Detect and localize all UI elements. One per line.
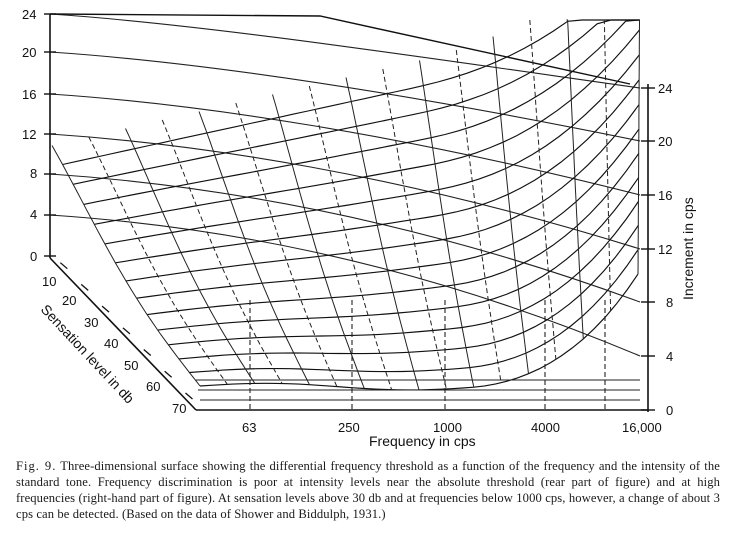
right-tick: 0: [666, 403, 673, 418]
depth-tick: 20: [62, 293, 76, 308]
surface-line: [529, 19, 557, 360]
left-axis-ticks: 24 20 16 12 8 4 0: [22, 7, 37, 264]
bottom-tick: 1000: [433, 420, 462, 435]
depth-axis-ticks: 10 20 30 40 50 60 70: [42, 274, 186, 416]
back-wall-line: [49, 13, 641, 89]
left-tick: 12: [22, 127, 36, 142]
depth-axis-line: [49, 257, 197, 411]
depth-tick: 40: [104, 336, 118, 351]
back-wall-line: [49, 93, 641, 196]
left-tick: 0: [30, 249, 37, 264]
depth-tick: 60: [146, 379, 160, 394]
surface-line: [308, 85, 393, 390]
depth-axis-tick: [185, 392, 193, 400]
surface-line: [178, 225, 639, 360]
surface-line: [125, 104, 640, 282]
figure-label: Fig. 9.: [16, 459, 57, 473]
back-top-edge: [49, 13, 631, 85]
back-wall-line: [49, 214, 641, 357]
surface-line: [419, 60, 475, 388]
surface-line: [198, 111, 310, 385]
right-tick: 8: [666, 295, 673, 310]
depth-axis-tick: [164, 370, 173, 378]
surface-line: [566, 19, 584, 339]
depth-tick: 10: [42, 274, 56, 289]
right-tick: 20: [658, 134, 672, 149]
right-axis-title: Increment in cps: [680, 197, 696, 300]
depth-axis-tick: [122, 327, 131, 335]
surface-line: [161, 119, 283, 384]
surface-line: [637, 19, 640, 275]
depth-axis-tick: [101, 305, 110, 313]
surface-line: [94, 29, 640, 225]
left-tick: 20: [22, 45, 36, 60]
depth-axis-tick: [59, 262, 68, 270]
surface-line: [235, 102, 338, 387]
back-wall-line: [49, 173, 641, 303]
threshold-surface: [51, 19, 640, 391]
back-wall-line: [49, 51, 641, 142]
figure-caption: Fig. 9. Three-dimensional surface showin…: [16, 458, 720, 522]
back-wall-line: [49, 133, 641, 250]
depth-tick: 30: [84, 315, 98, 330]
bottom-axis-title: Frequency in cps: [369, 433, 476, 449]
surface-line: [345, 77, 420, 391]
surface-line: [492, 36, 529, 374]
right-tick: 24: [658, 81, 672, 96]
right-tick: 4: [666, 349, 673, 364]
bottom-tick: 250: [338, 420, 360, 435]
depth-tick: 50: [124, 358, 138, 373]
axes-frame: [44, 13, 655, 412]
bottom-tick: 4000: [531, 420, 560, 435]
surface-plot: 24 20 16 12 8 4 0 24 20 16 12 8 4 0 Incr…: [22, 7, 696, 449]
right-tick: 12: [658, 242, 672, 257]
caption-text: Three-dimensional surface showing the di…: [16, 459, 720, 521]
back-wall-grid: [49, 13, 641, 357]
surface-line: [382, 68, 447, 390]
depth-tick: 70: [172, 401, 186, 416]
left-tick: 16: [22, 87, 36, 102]
right-axis-ticks: 24 20 16 12 8 4 0: [658, 81, 673, 418]
surface-line: [125, 128, 256, 384]
left-tick: 24: [22, 7, 36, 22]
depth-axis-tick: [80, 283, 89, 291]
left-tick: 8: [30, 166, 37, 181]
surface-figure: 24 20 16 12 8 4 0 24 20 16 12 8 4 0 Incr…: [22, 7, 696, 449]
depth-axis-tick: [143, 349, 152, 357]
bottom-axis-ticks: 63 250 1000 4000 16,000: [242, 420, 662, 435]
bottom-tick: 16,000: [622, 420, 662, 435]
surface-line: [51, 145, 201, 387]
surface-line: [72, 19, 640, 185]
bottom-tick: 63: [242, 420, 256, 435]
left-tick: 4: [30, 207, 37, 222]
surface-line: [272, 94, 365, 389]
right-tick: 16: [658, 188, 672, 203]
surface-line: [88, 136, 228, 385]
